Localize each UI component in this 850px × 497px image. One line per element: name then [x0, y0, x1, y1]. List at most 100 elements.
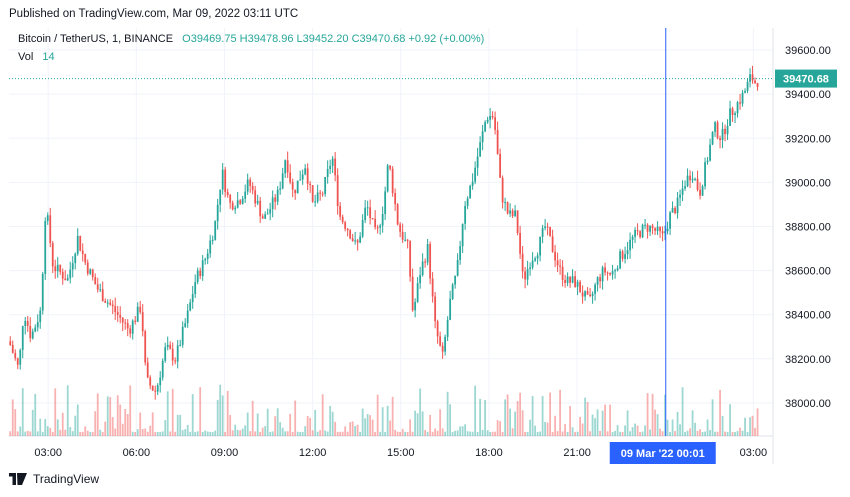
- symbol-title[interactable]: Bitcoin / TetherUS, 1, BINANCE: [18, 33, 174, 45]
- candle-body: [734, 113, 736, 115]
- candle-body: [689, 175, 691, 181]
- candle-body: [514, 210, 517, 217]
- volume-bar: [679, 424, 681, 436]
- volume-bar: [181, 430, 184, 436]
- candle-body: [279, 188, 282, 190]
- candle-body: [656, 226, 659, 231]
- candle-body: [274, 197, 277, 202]
- candle-body: [226, 191, 229, 196]
- candle-body: [604, 267, 606, 273]
- volume-bar: [609, 404, 611, 436]
- volume-bar: [591, 414, 594, 436]
- volume-bar: [644, 425, 646, 436]
- volume-bar: [719, 389, 721, 436]
- candle-body: [236, 200, 239, 208]
- candle-body: [696, 178, 699, 190]
- volume-bar: [551, 431, 554, 436]
- volume-bar: [324, 430, 327, 436]
- candle-body: [76, 235, 79, 254]
- candle-body: [214, 221, 217, 240]
- volume-bar: [159, 431, 162, 436]
- volume-bar: [354, 425, 357, 436]
- volume-bar: [461, 426, 464, 436]
- y-tick-label: 39600.00: [785, 45, 831, 57]
- candle-body: [159, 377, 162, 386]
- volume-bar: [214, 430, 217, 436]
- candle-body: [229, 195, 232, 203]
- candle-body: [346, 228, 349, 231]
- volume-bar: [329, 406, 332, 436]
- volume-bar: [36, 431, 39, 436]
- volume-bar: [176, 414, 179, 436]
- volume-bar: [621, 431, 624, 436]
- candle-body: [319, 192, 322, 194]
- candle-body: [699, 189, 701, 196]
- candle-body: [161, 360, 164, 378]
- candle-body: [606, 272, 609, 274]
- volume-bar: [459, 426, 462, 436]
- volume-bar: [334, 421, 337, 436]
- candle-body: [184, 323, 187, 327]
- candle-body: [241, 198, 244, 204]
- volume-bar: [196, 431, 199, 436]
- volume-bar: [444, 431, 447, 436]
- volume-bar: [386, 405, 389, 436]
- candle-body: [476, 156, 479, 168]
- candle-body: [24, 320, 27, 327]
- volume-bar: [206, 431, 209, 436]
- candle-body: [704, 162, 706, 187]
- candle-body: [179, 344, 182, 346]
- volume-bar: [739, 427, 741, 436]
- volume-bar: [286, 431, 289, 436]
- volume-bar: [524, 431, 527, 436]
- volume-bar: [544, 422, 547, 436]
- volume-bar: [19, 426, 22, 436]
- candle-body: [489, 116, 492, 120]
- candle-body: [626, 250, 629, 255]
- candle-body: [36, 322, 39, 328]
- volume-bar: [49, 427, 52, 436]
- price-chart[interactable]: 38000.00 38200.00 38400.00 38600.00 38800.00…: [9, 28, 839, 464]
- volume-bar: [471, 431, 474, 436]
- volume-bar: [234, 424, 237, 436]
- candle-body: [756, 83, 759, 87]
- candle-body: [564, 279, 566, 283]
- volume-bar: [566, 431, 569, 436]
- volume-bar: [236, 429, 239, 436]
- candle-body: [69, 269, 72, 279]
- chart-canvas[interactable]: 38000.00 38200.00 38400.00 38600.00 38800.00…: [9, 28, 839, 464]
- footer-brand[interactable]: TradingView: [9, 472, 99, 486]
- candle-body: [371, 218, 374, 220]
- candle-body: [434, 296, 437, 322]
- candle-body: [631, 236, 634, 240]
- candle-body: [44, 221, 47, 274]
- volume-bar: [421, 411, 424, 436]
- candle-body: [574, 276, 576, 287]
- candle-body: [714, 122, 716, 132]
- candle-body: [694, 178, 696, 180]
- volume-bar: [244, 425, 247, 436]
- candle-body: [404, 239, 407, 241]
- volume-bar: [179, 414, 182, 436]
- volume-bar: [521, 410, 524, 436]
- candle-body: [716, 122, 719, 139]
- candle-body: [29, 325, 32, 339]
- candle-body: [589, 294, 591, 297]
- candle-body: [74, 253, 77, 264]
- volume-bar: [501, 431, 504, 436]
- volume-bar: [86, 430, 89, 436]
- candle-body: [264, 214, 267, 219]
- volume-bar: [46, 426, 49, 436]
- volume-bar: [284, 431, 287, 436]
- candle-body: [56, 264, 59, 272]
- candle-body: [531, 260, 534, 268]
- volume-bar: [371, 419, 374, 436]
- x-tick-label: 12:00: [299, 447, 327, 459]
- x-tick-label: 21:00: [563, 447, 591, 459]
- volume-bar: [531, 396, 534, 436]
- candle-body: [511, 210, 514, 217]
- candle-body: [354, 240, 357, 242]
- volume-bar: [151, 412, 154, 436]
- candle-body: [731, 108, 734, 115]
- candle-body: [331, 158, 334, 166]
